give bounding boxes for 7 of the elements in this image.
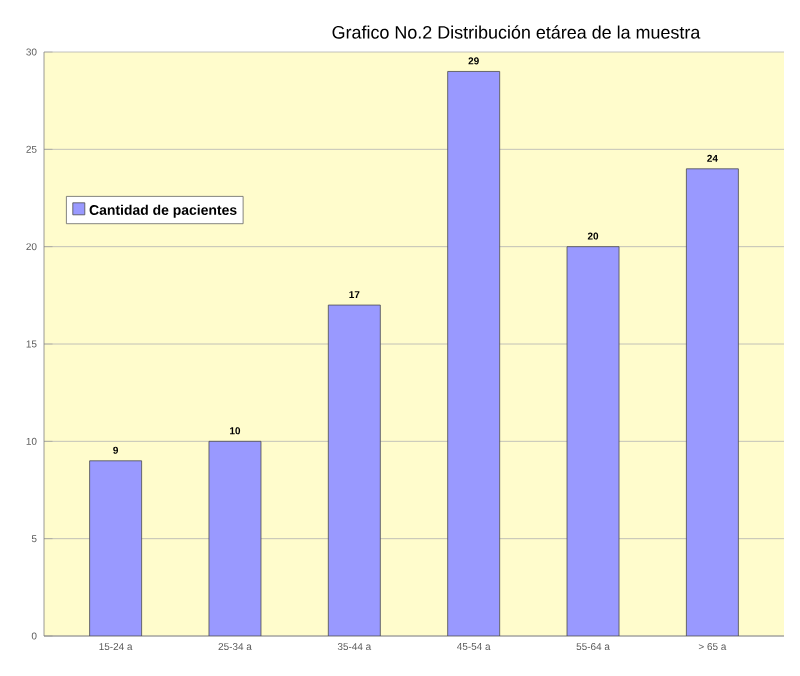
bar [327, 304, 381, 636]
bar [89, 460, 143, 636]
bar [566, 246, 620, 636]
bar [447, 71, 501, 636]
bar [685, 168, 739, 636]
bar [208, 440, 262, 636]
chart-title: Grafico No.2 Distribución etárea de la muestra [332, 25, 701, 39]
